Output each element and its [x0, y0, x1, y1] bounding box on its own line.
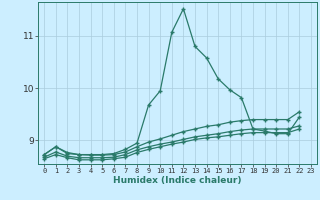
X-axis label: Humidex (Indice chaleur): Humidex (Indice chaleur): [113, 176, 242, 185]
